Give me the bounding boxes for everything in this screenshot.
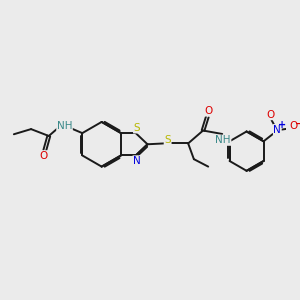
Text: −: −: [294, 118, 300, 129]
Text: O: O: [266, 110, 274, 120]
Text: NH: NH: [57, 121, 72, 131]
Text: S: S: [134, 123, 140, 133]
Text: O: O: [289, 122, 298, 131]
Text: S: S: [164, 135, 171, 145]
Text: N: N: [273, 124, 281, 135]
Text: +: +: [278, 120, 286, 130]
Text: O: O: [40, 151, 48, 161]
Text: NH: NH: [215, 135, 231, 145]
Text: O: O: [205, 106, 213, 116]
Text: N: N: [133, 156, 141, 166]
